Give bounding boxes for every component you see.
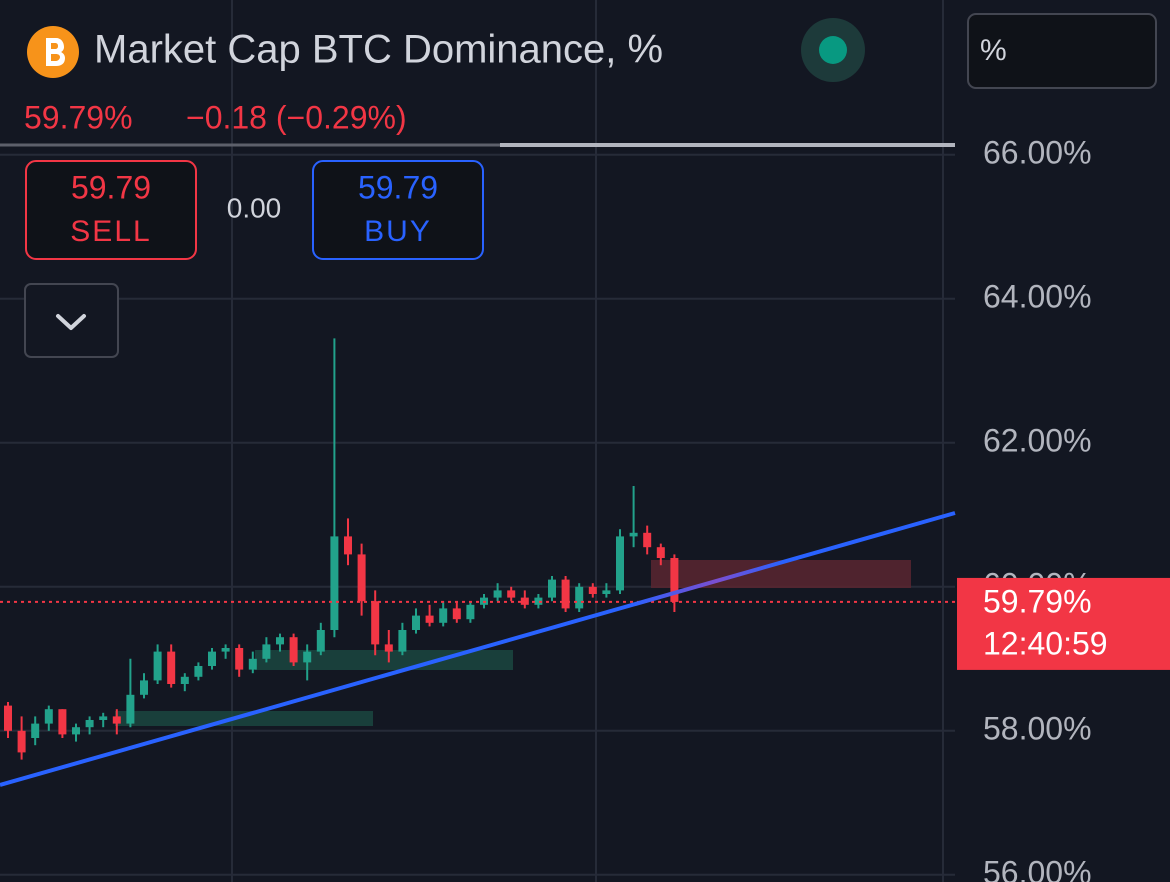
candle-body bbox=[629, 532, 638, 537]
candle-body bbox=[99, 716, 108, 720]
price-tag: 59.79% 12:40:59 bbox=[957, 577, 1170, 670]
candle-body bbox=[221, 648, 230, 652]
sell-label: SELL bbox=[70, 215, 151, 248]
candle-body bbox=[58, 709, 67, 735]
y-tick-label: 58.00% bbox=[983, 710, 1092, 746]
demand-zone bbox=[255, 650, 513, 670]
price-tag-value: 59.79% bbox=[983, 583, 1092, 619]
candle-body bbox=[112, 716, 121, 724]
price-tag-bg bbox=[957, 577, 1170, 670]
candle-body bbox=[507, 590, 516, 598]
zones bbox=[115, 560, 911, 726]
title: Market Cap BTC Dominance, % bbox=[94, 28, 663, 72]
candle-body bbox=[31, 723, 40, 738]
candle-body bbox=[262, 644, 271, 659]
candle-body bbox=[167, 651, 176, 684]
candle-body bbox=[194, 666, 203, 677]
candle-body bbox=[17, 730, 26, 753]
trend-line bbox=[0, 511, 956, 787]
candle-body bbox=[670, 558, 679, 602]
buy-price: 59.79 bbox=[358, 169, 438, 205]
candle-body bbox=[656, 547, 665, 558]
y-tick-label: 56.00% bbox=[983, 854, 1092, 882]
candle-body bbox=[72, 727, 80, 735]
candle-body bbox=[398, 630, 407, 652]
price: 59.79% bbox=[24, 99, 133, 135]
status-dot bbox=[819, 36, 847, 64]
candle-body bbox=[643, 532, 652, 548]
candle-body bbox=[153, 651, 162, 681]
unit-text: % bbox=[980, 34, 1007, 67]
candle-body bbox=[534, 597, 543, 605]
candles bbox=[0, 338, 955, 760]
candle-body bbox=[140, 680, 148, 695]
candle-body bbox=[316, 630, 325, 652]
y-tick-label: 62.00% bbox=[983, 422, 1092, 458]
candle-body bbox=[588, 586, 597, 594]
sell-button[interactable] bbox=[25, 160, 197, 260]
chevron bbox=[56, 314, 86, 330]
candle-body bbox=[208, 651, 216, 666]
candle-body bbox=[330, 536, 339, 630]
candle-body bbox=[561, 579, 570, 609]
candle-body bbox=[44, 709, 53, 724]
collapse-button[interactable] bbox=[24, 283, 119, 358]
sell-price: 59.79 bbox=[71, 169, 151, 205]
change: −0.18 (−0.29%) bbox=[186, 99, 407, 135]
candle-body bbox=[575, 586, 584, 609]
demand-zone bbox=[115, 711, 373, 726]
candle-body bbox=[602, 590, 611, 594]
candle-body bbox=[384, 644, 393, 652]
candle-body bbox=[425, 615, 434, 623]
candle-body bbox=[248, 658, 257, 670]
countdown: 12:40:59 bbox=[983, 625, 1108, 661]
y-tick-label: 64.00% bbox=[983, 278, 1092, 314]
candle-body bbox=[289, 637, 298, 663]
candle-body bbox=[4, 705, 12, 731]
candle-body bbox=[412, 615, 420, 630]
candle-body bbox=[548, 579, 556, 598]
btc-glyph bbox=[46, 38, 65, 66]
candle-body bbox=[520, 597, 529, 605]
candle-body bbox=[85, 720, 94, 728]
candle-body bbox=[493, 590, 502, 598]
unit-box[interactable] bbox=[967, 13, 1157, 89]
candle-body bbox=[452, 608, 461, 620]
candle-body bbox=[344, 536, 352, 555]
candle-body bbox=[303, 651, 312, 663]
candle-body bbox=[439, 608, 448, 623]
spread: 0.00 bbox=[227, 192, 282, 223]
buy-button[interactable] bbox=[312, 160, 484, 260]
candle-body bbox=[126, 694, 135, 724]
y-tick-label: 66.00% bbox=[983, 134, 1092, 170]
supply-zone bbox=[651, 560, 911, 588]
candle-body bbox=[466, 604, 475, 620]
candle-body bbox=[616, 536, 624, 591]
buy-label: BUY bbox=[364, 215, 432, 248]
candle-body bbox=[357, 554, 366, 602]
candle-body bbox=[235, 648, 244, 670]
candle-body bbox=[371, 601, 380, 645]
candle-body bbox=[276, 637, 284, 645]
candle-body bbox=[180, 676, 189, 684]
